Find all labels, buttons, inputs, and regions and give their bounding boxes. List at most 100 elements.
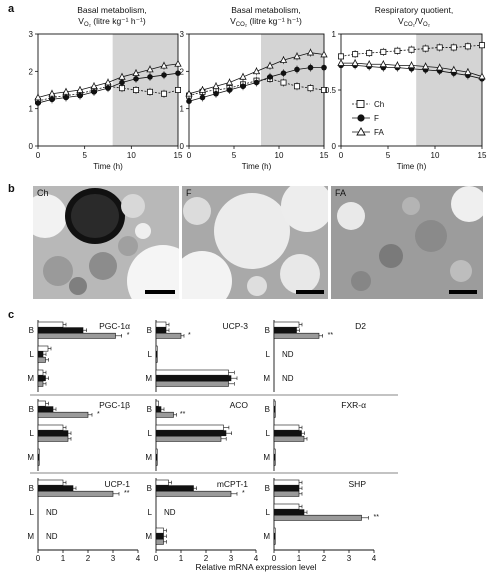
bar-fa — [37, 435, 69, 442]
bar-f — [273, 406, 276, 413]
plot3-title-line2: VCO₂/VO₂ — [398, 16, 431, 28]
point-f — [240, 83, 246, 90]
bar-ch — [37, 369, 44, 376]
micrograph-f: F — [182, 186, 328, 299]
point-f — [321, 64, 327, 71]
bar-f — [37, 351, 44, 358]
point-fa — [450, 65, 458, 73]
point-ch — [132, 87, 139, 94]
bar-fa — [155, 435, 222, 442]
bar-ch — [37, 345, 49, 352]
bar-chart-aco: ACO B ** L M — [145, 399, 248, 471]
legend-marker-ch — [356, 100, 365, 108]
point-f — [133, 76, 139, 82]
gene-name: SHP — [349, 479, 367, 489]
legend-marker-fa — [356, 127, 366, 136]
bar-f — [37, 430, 69, 437]
point-fa — [293, 52, 301, 60]
plot3-title-line1: Respiratory quotient, — [375, 5, 453, 15]
point-fa — [90, 82, 98, 90]
bar-f — [273, 327, 297, 334]
point-fa — [48, 89, 56, 97]
bar-ch — [273, 479, 300, 486]
bar-fa — [273, 514, 362, 521]
series-fa — [34, 59, 182, 102]
bar-ch — [155, 321, 167, 328]
point-f — [294, 66, 300, 73]
point-f — [77, 92, 83, 99]
bar-f — [37, 375, 46, 382]
point-ch — [380, 48, 387, 55]
series-fa — [337, 59, 486, 81]
bar-ch — [155, 424, 224, 431]
row-label-b: B — [265, 484, 270, 493]
bar-fa — [155, 490, 232, 497]
line-plot-3: 0 5 10 15 0 0.5 1 Time (h) — [325, 30, 487, 171]
point-fa — [225, 78, 234, 86]
plot1-title-line1: Basal metabolism, — [77, 5, 146, 15]
row-label-m: M — [145, 453, 152, 462]
bar-fa — [273, 490, 300, 497]
plot2-title-v: V — [230, 16, 236, 26]
significance-marker: ** — [180, 411, 186, 418]
point-f — [226, 87, 233, 93]
series-f — [186, 63, 327, 106]
micrograph-ch: Ch — [33, 186, 179, 299]
point-fa — [185, 89, 193, 97]
x-tick-label: 0 — [339, 151, 344, 160]
gene-name: PGC-1α — [99, 321, 130, 331]
point-f — [307, 64, 314, 71]
legend-label-fa: FA — [374, 128, 384, 137]
row-label-l: L — [266, 508, 271, 517]
row-label-b: B — [29, 326, 34, 335]
y-tick-label: 1 — [29, 105, 34, 114]
not-detected-label: ND — [282, 374, 294, 383]
bar-ch — [37, 321, 64, 328]
plot1-title-v: V — [78, 16, 84, 26]
bar-fa — [155, 459, 158, 466]
row-label-b: B — [29, 405, 34, 414]
y-tick-label: 2 — [180, 67, 185, 76]
point-ch — [478, 42, 485, 49]
bar-fa — [273, 538, 276, 545]
x-tick-label: 5 — [386, 151, 391, 160]
point-ch — [394, 47, 401, 54]
point-f — [105, 85, 111, 91]
not-detected-label: ND — [46, 532, 58, 541]
y-tick-label: 1 — [332, 30, 337, 39]
point-f — [119, 79, 125, 86]
point-f — [280, 70, 287, 76]
bar-f — [37, 327, 84, 334]
panel-c-xlabel: Relative mRNA expression level — [196, 562, 317, 572]
bar-f — [155, 327, 167, 334]
significance-marker: * — [127, 332, 130, 339]
row-label-l: L — [148, 429, 153, 438]
plot2-title-rest: (litre kg⁻¹ h⁻¹) — [247, 16, 302, 26]
bar-fa — [37, 490, 114, 497]
row-label-m: M — [263, 453, 270, 462]
point-f — [175, 70, 181, 76]
point-fa — [34, 93, 42, 101]
bar-ch — [155, 345, 158, 352]
row-label-m: M — [27, 374, 34, 383]
x-tick-label: 4 — [254, 554, 259, 563]
significance-marker: ** — [124, 490, 130, 497]
row-label-b: B — [147, 405, 152, 414]
bar-fa — [155, 411, 174, 418]
x-tick-label: 3 — [111, 554, 116, 563]
bar-ch — [155, 448, 158, 455]
row-label-l: L — [266, 350, 271, 359]
x-tick-label: 2 — [204, 554, 209, 563]
bar-chart-mcpt-1: mCPT-1 B * L ND M 0 1 2 3 4 — [145, 478, 259, 563]
x-tick-label: 2 — [86, 554, 91, 563]
bar-f — [155, 351, 158, 358]
bar-chart-ucp-1: UCP-1 B ** L ND M ND 0 1 2 3 4 — [27, 478, 141, 563]
point-ch — [337, 53, 344, 60]
y-tick-label: 3 — [180, 30, 185, 39]
row-label-l: L — [30, 429, 35, 438]
bar-fa — [273, 411, 276, 418]
bar-f — [155, 485, 194, 492]
dark-period-shade — [416, 34, 482, 146]
x-tick-label: 5 — [232, 151, 237, 160]
